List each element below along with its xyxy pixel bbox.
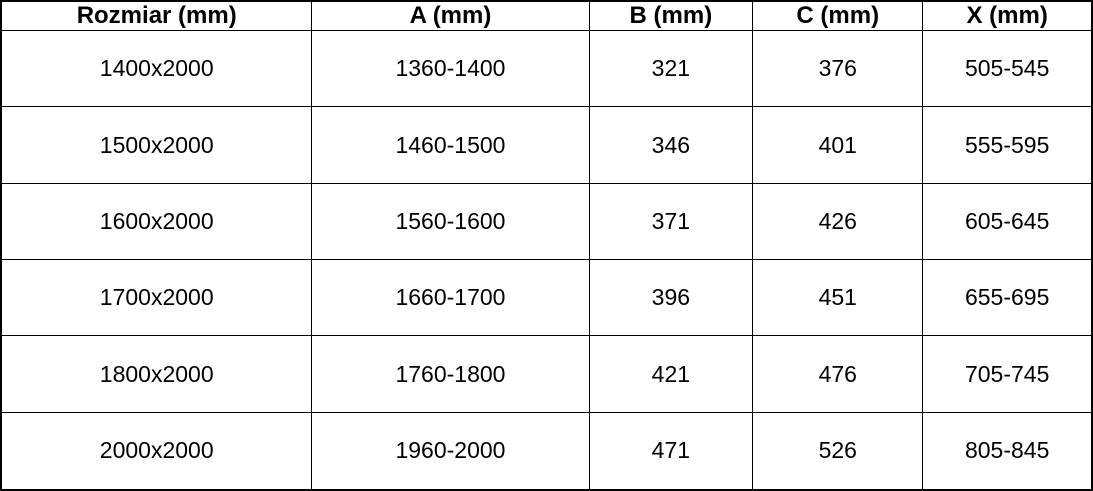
cell-a: 1660-1700 (311, 259, 590, 337)
cell-b: 471 (588, 411, 754, 491)
table-row: 1700x2000 1660-1700 396 451 655-695 (0, 259, 1093, 337)
cell-b: 421 (588, 335, 754, 413)
table-row: 1400x2000 1360-1400 321 376 505-545 (0, 29, 1093, 108)
cell-a: 1760-1800 (311, 335, 590, 413)
cell-rozmiar: 1800x2000 (0, 335, 313, 413)
cell-x: 655-695 (922, 259, 1093, 337)
cell-rozmiar: 1600x2000 (0, 182, 313, 261)
column-header-x: X (mm) (922, 0, 1093, 31)
cell-rozmiar: 2000x2000 (0, 411, 313, 491)
cell-c: 426 (752, 182, 924, 261)
table-row: 2000x2000 1960-2000 471 526 805-845 (0, 411, 1093, 491)
column-header-a: A (mm) (311, 0, 590, 31)
cell-rozmiar: 1500x2000 (0, 106, 313, 184)
cell-x: 605-645 (922, 182, 1093, 261)
cell-a: 1560-1600 (311, 182, 590, 261)
cell-x: 705-745 (922, 335, 1093, 413)
table-row: 1600x2000 1560-1600 371 426 605-645 (0, 182, 1093, 261)
cell-b: 346 (588, 106, 754, 184)
column-header-c: C (mm) (752, 0, 924, 31)
table-row: 1500x2000 1460-1500 346 401 555-595 (0, 106, 1093, 184)
header-row: Rozmiar (mm) A (mm) B (mm) C (mm) X (mm) (0, 0, 1093, 31)
cell-rozmiar: 1700x2000 (0, 259, 313, 337)
cell-rozmiar: 1400x2000 (0, 29, 313, 108)
cell-a: 1960-2000 (311, 411, 590, 491)
cell-b: 396 (588, 259, 754, 337)
table-row: 1800x2000 1760-1800 421 476 705-745 (0, 335, 1093, 413)
cell-c: 526 (752, 411, 924, 491)
column-header-b: B (mm) (588, 0, 754, 31)
cell-c: 376 (752, 29, 924, 108)
cell-a: 1460-1500 (311, 106, 590, 184)
cell-b: 371 (588, 182, 754, 261)
cell-b: 321 (588, 29, 754, 108)
cell-x: 505-545 (922, 29, 1093, 108)
cell-c: 451 (752, 259, 924, 337)
column-header-rozmiar: Rozmiar (mm) (0, 0, 313, 31)
cell-a: 1360-1400 (311, 29, 590, 108)
cell-c: 476 (752, 335, 924, 413)
cell-x: 555-595 (922, 106, 1093, 184)
cell-c: 401 (752, 106, 924, 184)
cell-x: 805-845 (922, 411, 1093, 491)
